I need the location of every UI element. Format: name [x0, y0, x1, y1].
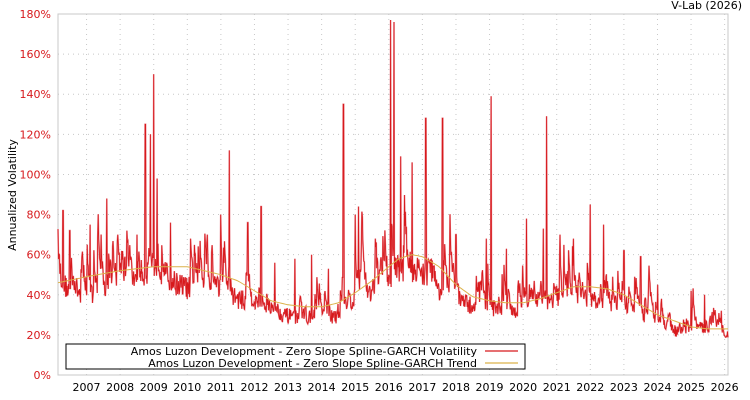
x-tick-label: 2015 — [341, 381, 369, 394]
x-tick-label: 2017 — [408, 381, 436, 394]
x-tick-label: 2008 — [106, 381, 134, 394]
x-tick-label: 2022 — [576, 381, 604, 394]
credit-label: V-Lab (2026) — [671, 0, 742, 12]
y-tick-label: 140% — [20, 88, 51, 101]
y-tick-label: 120% — [20, 128, 51, 141]
x-tick-label: 2021 — [543, 381, 571, 394]
y-axis-ticks: 0% 20% 40% 60% 80% 100% 120% 140% 160% 180% — [20, 8, 51, 382]
y-tick-label: 160% — [20, 48, 51, 61]
x-tick-label: 2009 — [140, 381, 168, 394]
y-tick-label: 40% — [27, 289, 51, 302]
volatility-line — [57, 19, 729, 338]
volatility-line-halo — [57, 19, 729, 339]
trend-series — [57, 254, 728, 330]
legend-label-trend: Amos Luzon Development - Zero Slope Spli… — [148, 357, 477, 370]
y-tick-label: 60% — [27, 249, 51, 262]
x-tick-label: 2010 — [173, 381, 201, 394]
y-axis-label: Annualized Volatility — [6, 139, 19, 251]
plot-frame — [57, 13, 729, 376]
x-tick-label: 2013 — [274, 381, 302, 394]
x-tick-label: 2011 — [207, 381, 235, 394]
y-tick-label: 100% — [20, 168, 51, 181]
x-tick-label: 2020 — [509, 381, 537, 394]
y-tick-label: 80% — [27, 209, 51, 222]
x-tick-label: 2019 — [476, 381, 504, 394]
volatility-series — [57, 19, 729, 339]
x-tick-label: 2007 — [73, 381, 101, 394]
x-tick-label: 2024 — [643, 381, 671, 394]
legend-label-volatility: Amos Luzon Development - Zero Slope Spli… — [131, 345, 478, 358]
y-tick-label: 20% — [27, 329, 51, 342]
x-tick-label: 2014 — [308, 381, 336, 394]
x-axis-ticks: 2007 2008 2009 2010 2011 2012 2013 2014 2015 2016… — [73, 381, 739, 394]
y-tick-label: 180% — [20, 8, 51, 21]
x-tick-label: 2023 — [610, 381, 638, 394]
x-tick-label: 2026 — [711, 381, 739, 394]
x-tick-label: 2018 — [442, 381, 470, 394]
trend-line — [57, 254, 728, 330]
legend-box — [65, 343, 526, 370]
legend: Amos Luzon Development - Zero Slope Spli… — [65, 343, 526, 370]
y-tick-label: 0% — [34, 369, 51, 382]
x-tick-label: 2012 — [240, 381, 268, 394]
x-tick-label: 2016 — [375, 381, 403, 394]
x-tick-label: 2025 — [677, 381, 705, 394]
